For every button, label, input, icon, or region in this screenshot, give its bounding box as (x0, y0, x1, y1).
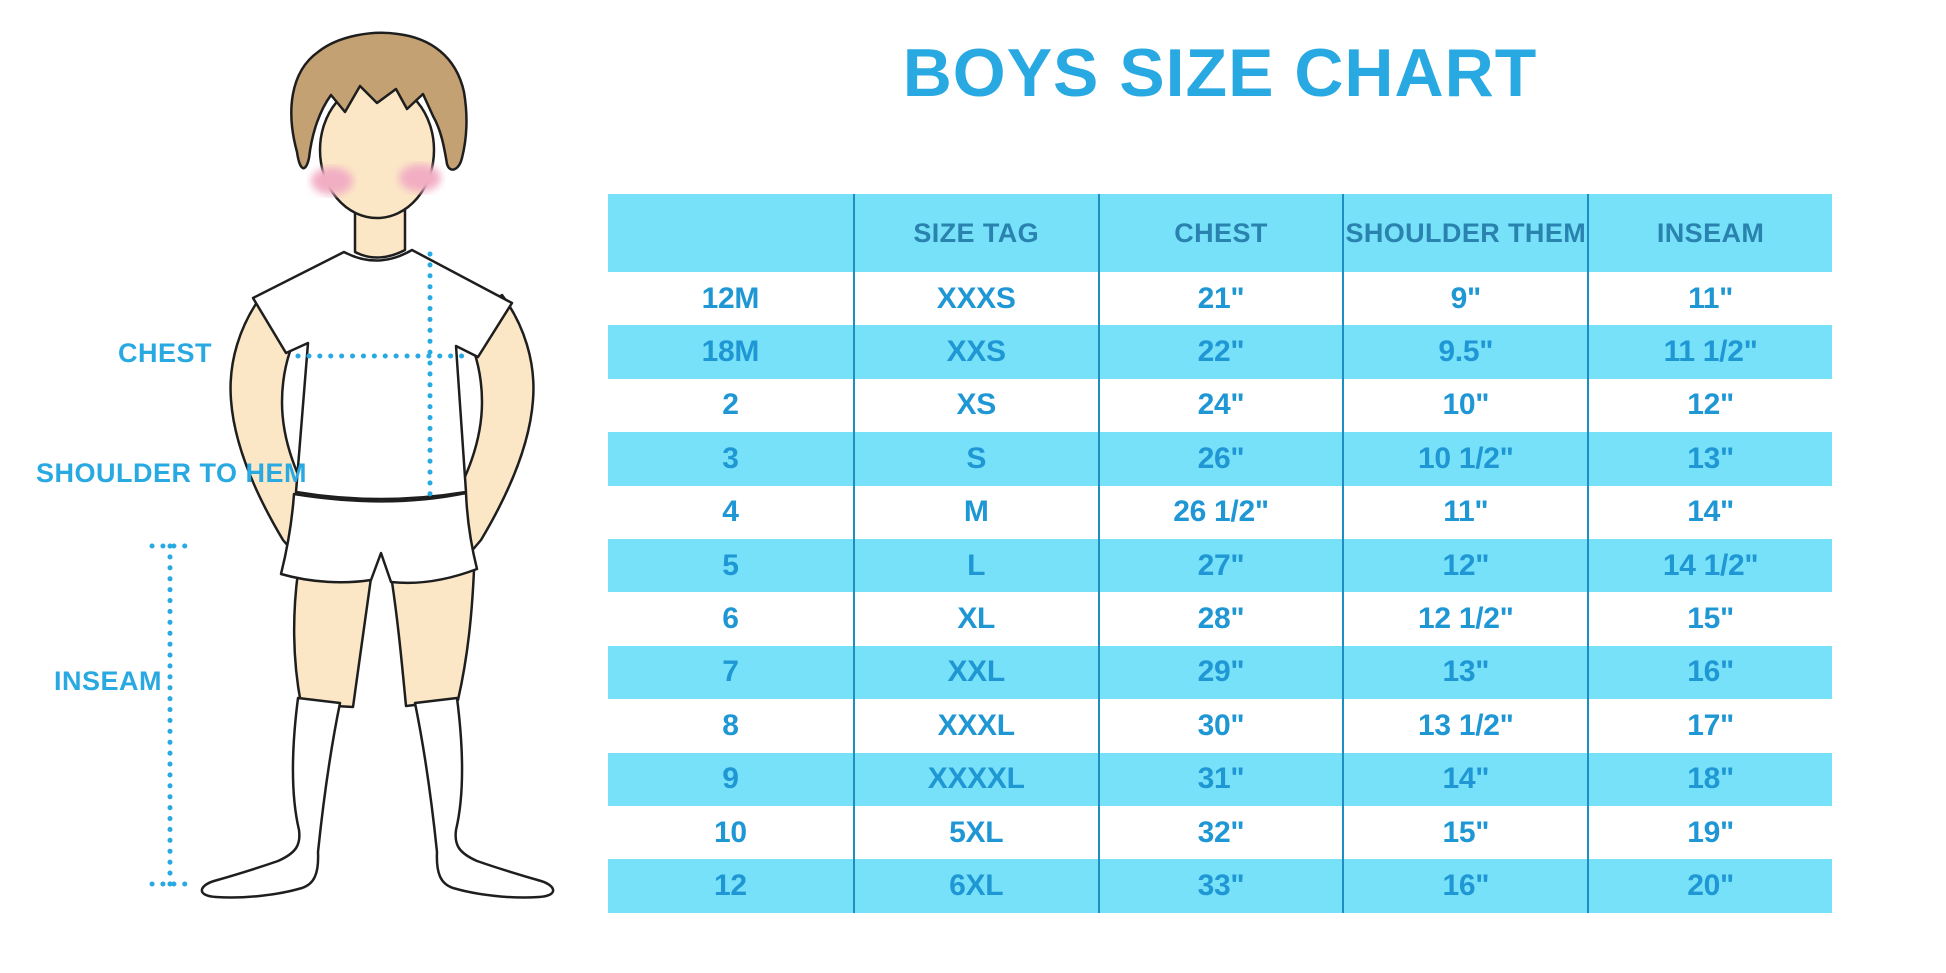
table-cell: 18" (1587, 752, 1832, 806)
right-cheek-blush (399, 164, 441, 192)
size-cell: 3 (608, 432, 853, 486)
table-cell: XL (852, 592, 1098, 646)
right-thigh (390, 568, 476, 708)
table-cell: 5XL (852, 805, 1098, 860)
table-cell: XXL (852, 645, 1098, 700)
table-cell: 17" (1587, 699, 1832, 753)
header-cell-shoulder-them: SHOULDER THEM (1342, 194, 1588, 272)
table-cell: XS (852, 378, 1098, 433)
table-cell: 24" (1097, 378, 1343, 433)
size-cell: 7 (608, 645, 853, 700)
table-cell: 20" (1587, 859, 1832, 913)
table-cell: 14 1/2" (1587, 538, 1832, 593)
table-cell: 31" (1097, 752, 1343, 806)
table-cell: 13 1/2" (1342, 699, 1587, 753)
table-cell: 32" (1097, 805, 1343, 860)
table-cell: 29" (1097, 645, 1343, 700)
table-cell: 22" (1097, 325, 1343, 379)
table-cell: XXXS (852, 272, 1098, 326)
table-cell: 11" (1342, 485, 1587, 539)
table-cell: 12" (1587, 378, 1832, 433)
table-cell: 13" (1342, 645, 1588, 700)
size-cell: 12 (608, 859, 853, 913)
table-cell: XXXXL (852, 752, 1098, 806)
table-cell: XXS (852, 325, 1098, 379)
left-cheek-blush (311, 167, 353, 195)
table-cell: 28" (1097, 592, 1343, 646)
table-cell: 10" (1342, 378, 1587, 433)
size-cell: 12M (701, 281, 760, 315)
header-cell-size-tag: SIZE TAG (852, 194, 1098, 272)
table-cell: 16" (1342, 859, 1588, 913)
size-cell: 4 (722, 495, 739, 529)
table-cell: 12" (1342, 538, 1588, 593)
table-cell: 19" (1587, 805, 1832, 860)
table-cell: 30" (1097, 699, 1343, 753)
table-cell: 11" (1587, 272, 1832, 326)
table-cell: 11 1/2" (1587, 325, 1832, 379)
table-cell: 26" (1097, 432, 1343, 486)
size-cell: 6 (722, 602, 739, 636)
left-sock (200, 696, 342, 899)
size-chart-table: SIZE TAG CHEST SHOULDER THEM INSEAM 12M XXXS 2… (608, 194, 1832, 913)
left-thigh (292, 570, 373, 709)
header-cell-inseam: INSEAM (1587, 194, 1832, 272)
size-cell: 2 (722, 388, 739, 422)
table-cell: 9.5" (1342, 325, 1588, 379)
hair (290, 31, 468, 171)
size-cell: 18M (608, 325, 853, 379)
table-cell: 27" (1097, 538, 1343, 593)
t-shirt (251, 248, 514, 501)
size-cell: 5 (608, 538, 853, 593)
table-cell: 21" (1097, 272, 1343, 326)
boy-measurement-illustration (149, 31, 555, 899)
table-cell: 10 1/2" (1342, 432, 1588, 486)
size-cell: 9 (608, 752, 853, 806)
size-cell: 8 (722, 708, 739, 742)
table-cell: XXXL (852, 699, 1098, 753)
shoulder-to-hem-label: SHOULDER TO HEM (36, 458, 308, 488)
table-cell: S (852, 432, 1098, 486)
page-title: BOYS SIZE CHART (902, 35, 1538, 111)
table-cell: 15" (1587, 592, 1832, 646)
table-cell: 14" (1342, 752, 1588, 806)
header-cell-chest: CHEST (1097, 194, 1343, 272)
table-cell: 33" (1097, 859, 1343, 913)
table-cell: 6XL (852, 859, 1098, 913)
size-cell: 10 (714, 815, 747, 849)
table-cell: 12 1/2" (1342, 592, 1587, 646)
table-cell: 14" (1587, 485, 1832, 539)
table-cell: 15" (1342, 805, 1587, 860)
table-cell: 13" (1587, 432, 1832, 486)
right-sock (413, 696, 555, 899)
table-cell: 16" (1587, 645, 1832, 700)
table-cell: M (852, 485, 1098, 539)
table-cell: 26 1/2" (1097, 485, 1343, 539)
shorts (279, 491, 479, 585)
header-cell-blank (608, 194, 853, 272)
table-cell: L (852, 538, 1098, 593)
inseam-label: INSEAM (54, 666, 163, 696)
table-cell: 9" (1342, 272, 1587, 326)
chest-label: CHEST (118, 338, 213, 368)
